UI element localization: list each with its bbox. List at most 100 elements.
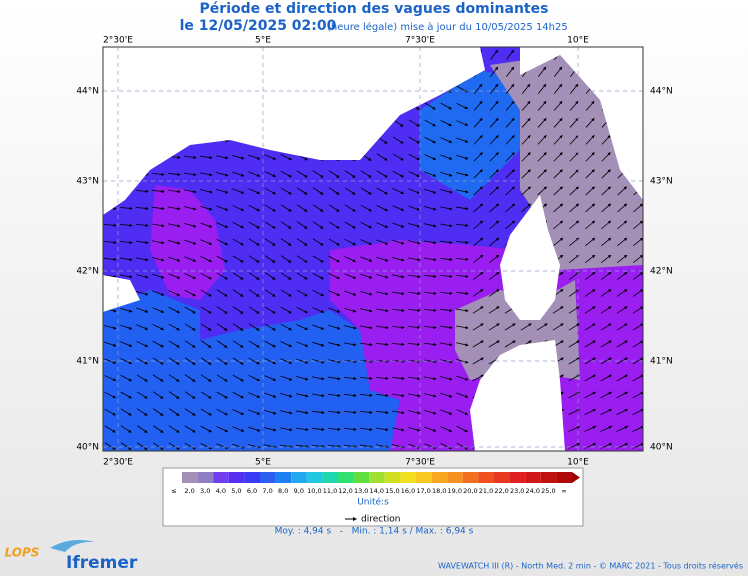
wave-arrow	[553, 83, 563, 94]
wave-arrow	[344, 238, 357, 246]
wave-arrow	[120, 307, 133, 313]
wave-arrow	[376, 256, 389, 262]
wave-arrow	[264, 340, 276, 348]
wave-arrow	[489, 220, 500, 230]
wave-arrow	[296, 289, 308, 297]
lat-label-right: 41°N	[650, 357, 673, 367]
wave-arrow	[600, 323, 612, 331]
wave-arrow	[104, 408, 116, 416]
wave-arrow	[424, 443, 437, 449]
wave-arrow	[601, 169, 611, 179]
wave-arrow	[103, 223, 117, 227]
wave-arrow	[200, 155, 213, 160]
colorbar-label: 5,0	[231, 487, 241, 495]
wave-arrow	[168, 425, 180, 433]
wave-arrow	[359, 427, 373, 432]
stats: Moy. : 4,94 s - Min. : 1,14 s / Max. : 6…	[275, 527, 474, 537]
wave-arrow	[617, 220, 628, 230]
wave-arrow	[392, 222, 405, 228]
wave-arrow	[152, 340, 164, 348]
wave-arrow	[472, 271, 484, 280]
wave-arrow	[632, 426, 643, 432]
wave-arrow	[456, 189, 469, 194]
color-swatch	[197, 472, 214, 483]
colorbar-label: 6,0	[247, 487, 257, 495]
wave-arrow	[585, 237, 596, 247]
wave-arrow	[104, 425, 116, 433]
wave-arrow	[568, 357, 580, 365]
wave-arrow	[423, 291, 437, 295]
wave-arrow	[103, 257, 117, 262]
wave-arrow	[248, 306, 260, 314]
wave-arrow	[376, 427, 389, 432]
wave-arrow	[455, 240, 469, 244]
wave-arrow	[216, 323, 228, 331]
wave-arrow	[616, 357, 628, 365]
wave-arrow	[424, 188, 437, 194]
wave-arrow	[312, 170, 324, 178]
wave-arrow	[280, 255, 292, 263]
wave-arrow	[505, 66, 515, 77]
wave-arrow	[168, 290, 181, 296]
wave-arrow	[632, 271, 643, 280]
wave-arrow	[584, 254, 596, 263]
wave-arrow	[264, 272, 276, 280]
color-swatch	[509, 472, 526, 483]
wave-arrow	[232, 221, 245, 229]
wave-arrow	[585, 152, 595, 162]
wave-arrow	[440, 392, 453, 398]
wave-arrow	[248, 204, 261, 212]
wave-arrow	[617, 203, 628, 213]
colorbar-label: 11,0	[323, 487, 337, 495]
wave-arrow	[408, 188, 421, 194]
wave-arrow	[343, 376, 357, 381]
wave-arrow	[553, 100, 563, 111]
wave-arrow	[248, 255, 260, 263]
wave-arrow	[424, 102, 436, 110]
wave-arrow	[376, 308, 389, 313]
wave-arrow	[296, 427, 309, 432]
coordinate-labels: 2°30'E 2°30'E 5°E 5°E 7°30'E 7°30'E 10°E 10°E 44…	[76, 36, 672, 468]
wave-arrow	[232, 155, 245, 160]
wave-arrow	[328, 187, 340, 195]
wave-arrow	[360, 273, 373, 279]
graticule	[103, 47, 643, 451]
wave-arrow	[616, 254, 628, 263]
wave-arrow	[408, 136, 420, 144]
wave-arrow	[391, 308, 405, 313]
wave-arrow	[600, 443, 613, 449]
colorbar-label: 23,0	[510, 487, 524, 495]
wave-arrow	[537, 100, 547, 111]
wave-arrow	[248, 392, 261, 398]
wave-arrow	[537, 186, 547, 196]
wave-arrow	[264, 171, 277, 177]
wave-arrow	[312, 221, 324, 229]
wave-arrow	[600, 391, 613, 399]
wave-arrow	[136, 274, 149, 279]
color-swatch	[260, 472, 276, 483]
wave-arrow	[423, 325, 437, 329]
wave-arrow	[248, 340, 260, 348]
wave-arrow	[489, 83, 499, 94]
wave-arrow	[104, 274, 117, 279]
wave-arrow	[248, 171, 261, 177]
wave-arrow	[632, 254, 643, 263]
wave-arrow	[439, 274, 453, 278]
colorbar-label: 10,0	[307, 487, 321, 495]
color-swatch	[228, 472, 245, 483]
wave-arrow	[216, 426, 229, 432]
wave-arrow	[328, 238, 340, 246]
wave-arrow	[585, 203, 596, 213]
wave-arrow	[168, 408, 180, 416]
wave-arrow	[232, 357, 244, 365]
wave-arrow	[184, 340, 196, 348]
wave-arrow	[472, 357, 484, 365]
wave-arrow	[296, 204, 308, 212]
wave-arrow	[600, 357, 612, 365]
wave-arrow	[296, 358, 309, 364]
wave-arrow	[248, 409, 261, 415]
color-swatch	[494, 472, 510, 483]
wave-arrow	[200, 239, 213, 245]
wave-arrow	[184, 206, 197, 211]
color-swatch	[213, 472, 229, 483]
